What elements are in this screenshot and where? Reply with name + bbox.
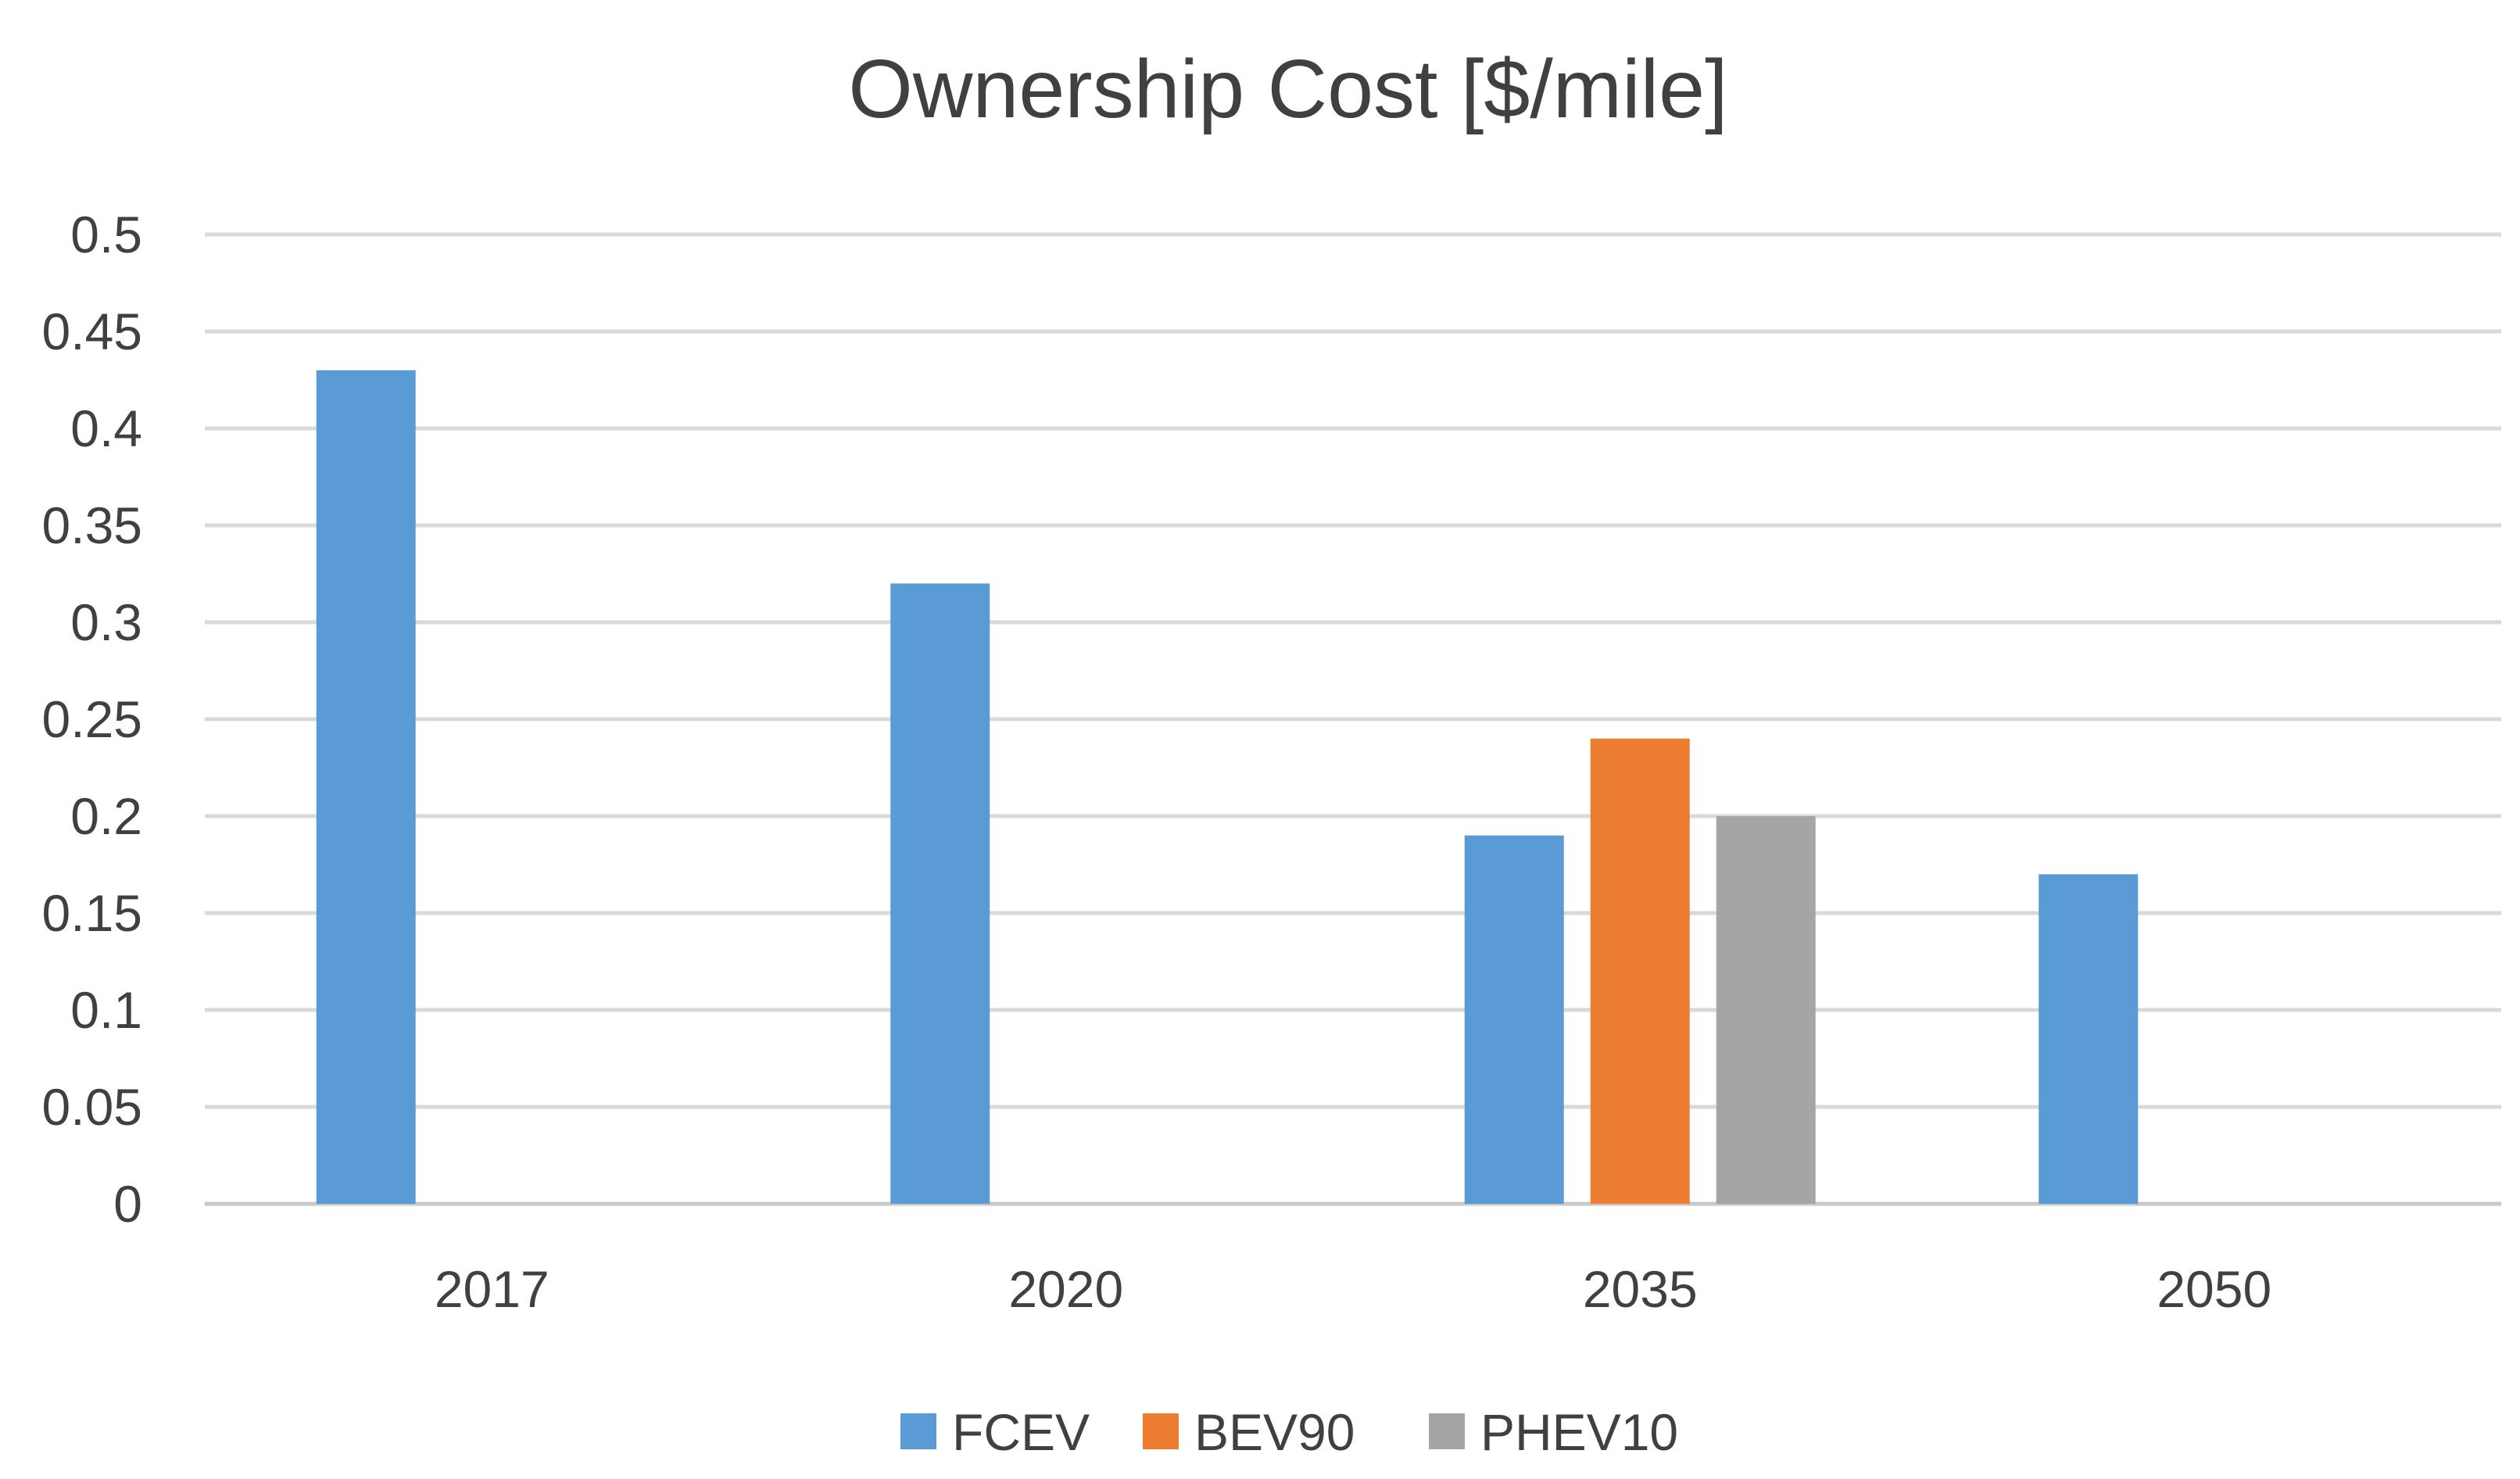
legend-item-bev90: BEV90 bbox=[1143, 1403, 1355, 1461]
legend-item-phev10: PHEV10 bbox=[1429, 1403, 1678, 1461]
y-tick-label: 0.4 bbox=[70, 399, 142, 457]
y-tick-label: 0.5 bbox=[70, 206, 142, 263]
legend-label: BEV90 bbox=[1194, 1403, 1355, 1461]
bar-phev10-2035 bbox=[1716, 816, 1816, 1204]
y-tick-label: 0.35 bbox=[42, 496, 142, 554]
y-tick-label: 0.25 bbox=[42, 690, 142, 748]
legend-label: PHEV10 bbox=[1480, 1403, 1678, 1461]
legend-label: FCEV bbox=[952, 1403, 1090, 1461]
x-tick-label: 2017 bbox=[435, 1260, 549, 1318]
bars bbox=[316, 370, 2139, 1205]
bar-bev90-2035 bbox=[1590, 738, 1690, 1204]
bar-fcev-2035 bbox=[1464, 835, 1564, 1204]
bar-fcev-2017 bbox=[316, 370, 416, 1205]
bar-fcev-2050 bbox=[2039, 874, 2139, 1204]
legend-swatch bbox=[900, 1413, 936, 1449]
chart-title: Ownership Cost [$/mile] bbox=[848, 43, 1727, 135]
legend-swatch bbox=[1143, 1413, 1179, 1449]
gridlines bbox=[205, 232, 2501, 1206]
y-tick-label: 0 bbox=[113, 1175, 142, 1233]
x-tick-label: 2035 bbox=[1583, 1260, 1698, 1318]
y-tick-label: 0.45 bbox=[42, 303, 142, 360]
x-tick-label: 2050 bbox=[2157, 1260, 2271, 1318]
y-tick-label: 0.05 bbox=[42, 1078, 142, 1136]
legend-item-fcev: FCEV bbox=[900, 1403, 1090, 1461]
y-tick-label: 0.3 bbox=[70, 593, 142, 651]
y-tick-label: 0.1 bbox=[70, 981, 142, 1039]
y-tick-label: 0.15 bbox=[42, 884, 142, 942]
legend-swatch bbox=[1429, 1413, 1465, 1449]
y-tick-label: 0.2 bbox=[70, 787, 142, 845]
bar-fcev-2020 bbox=[890, 583, 990, 1204]
y-axis-ticks: 0 0.05 0.1 0.15 0.2 0.25 0.3 0.35 0.4 0.45 0.5 bbox=[42, 206, 142, 1233]
x-axis-ticks: 2017 2020 2035 2050 bbox=[435, 1260, 2271, 1318]
x-tick-label: 2020 bbox=[1008, 1260, 1123, 1318]
legend: FCEV BEV90 PHEV10 bbox=[900, 1403, 1678, 1461]
